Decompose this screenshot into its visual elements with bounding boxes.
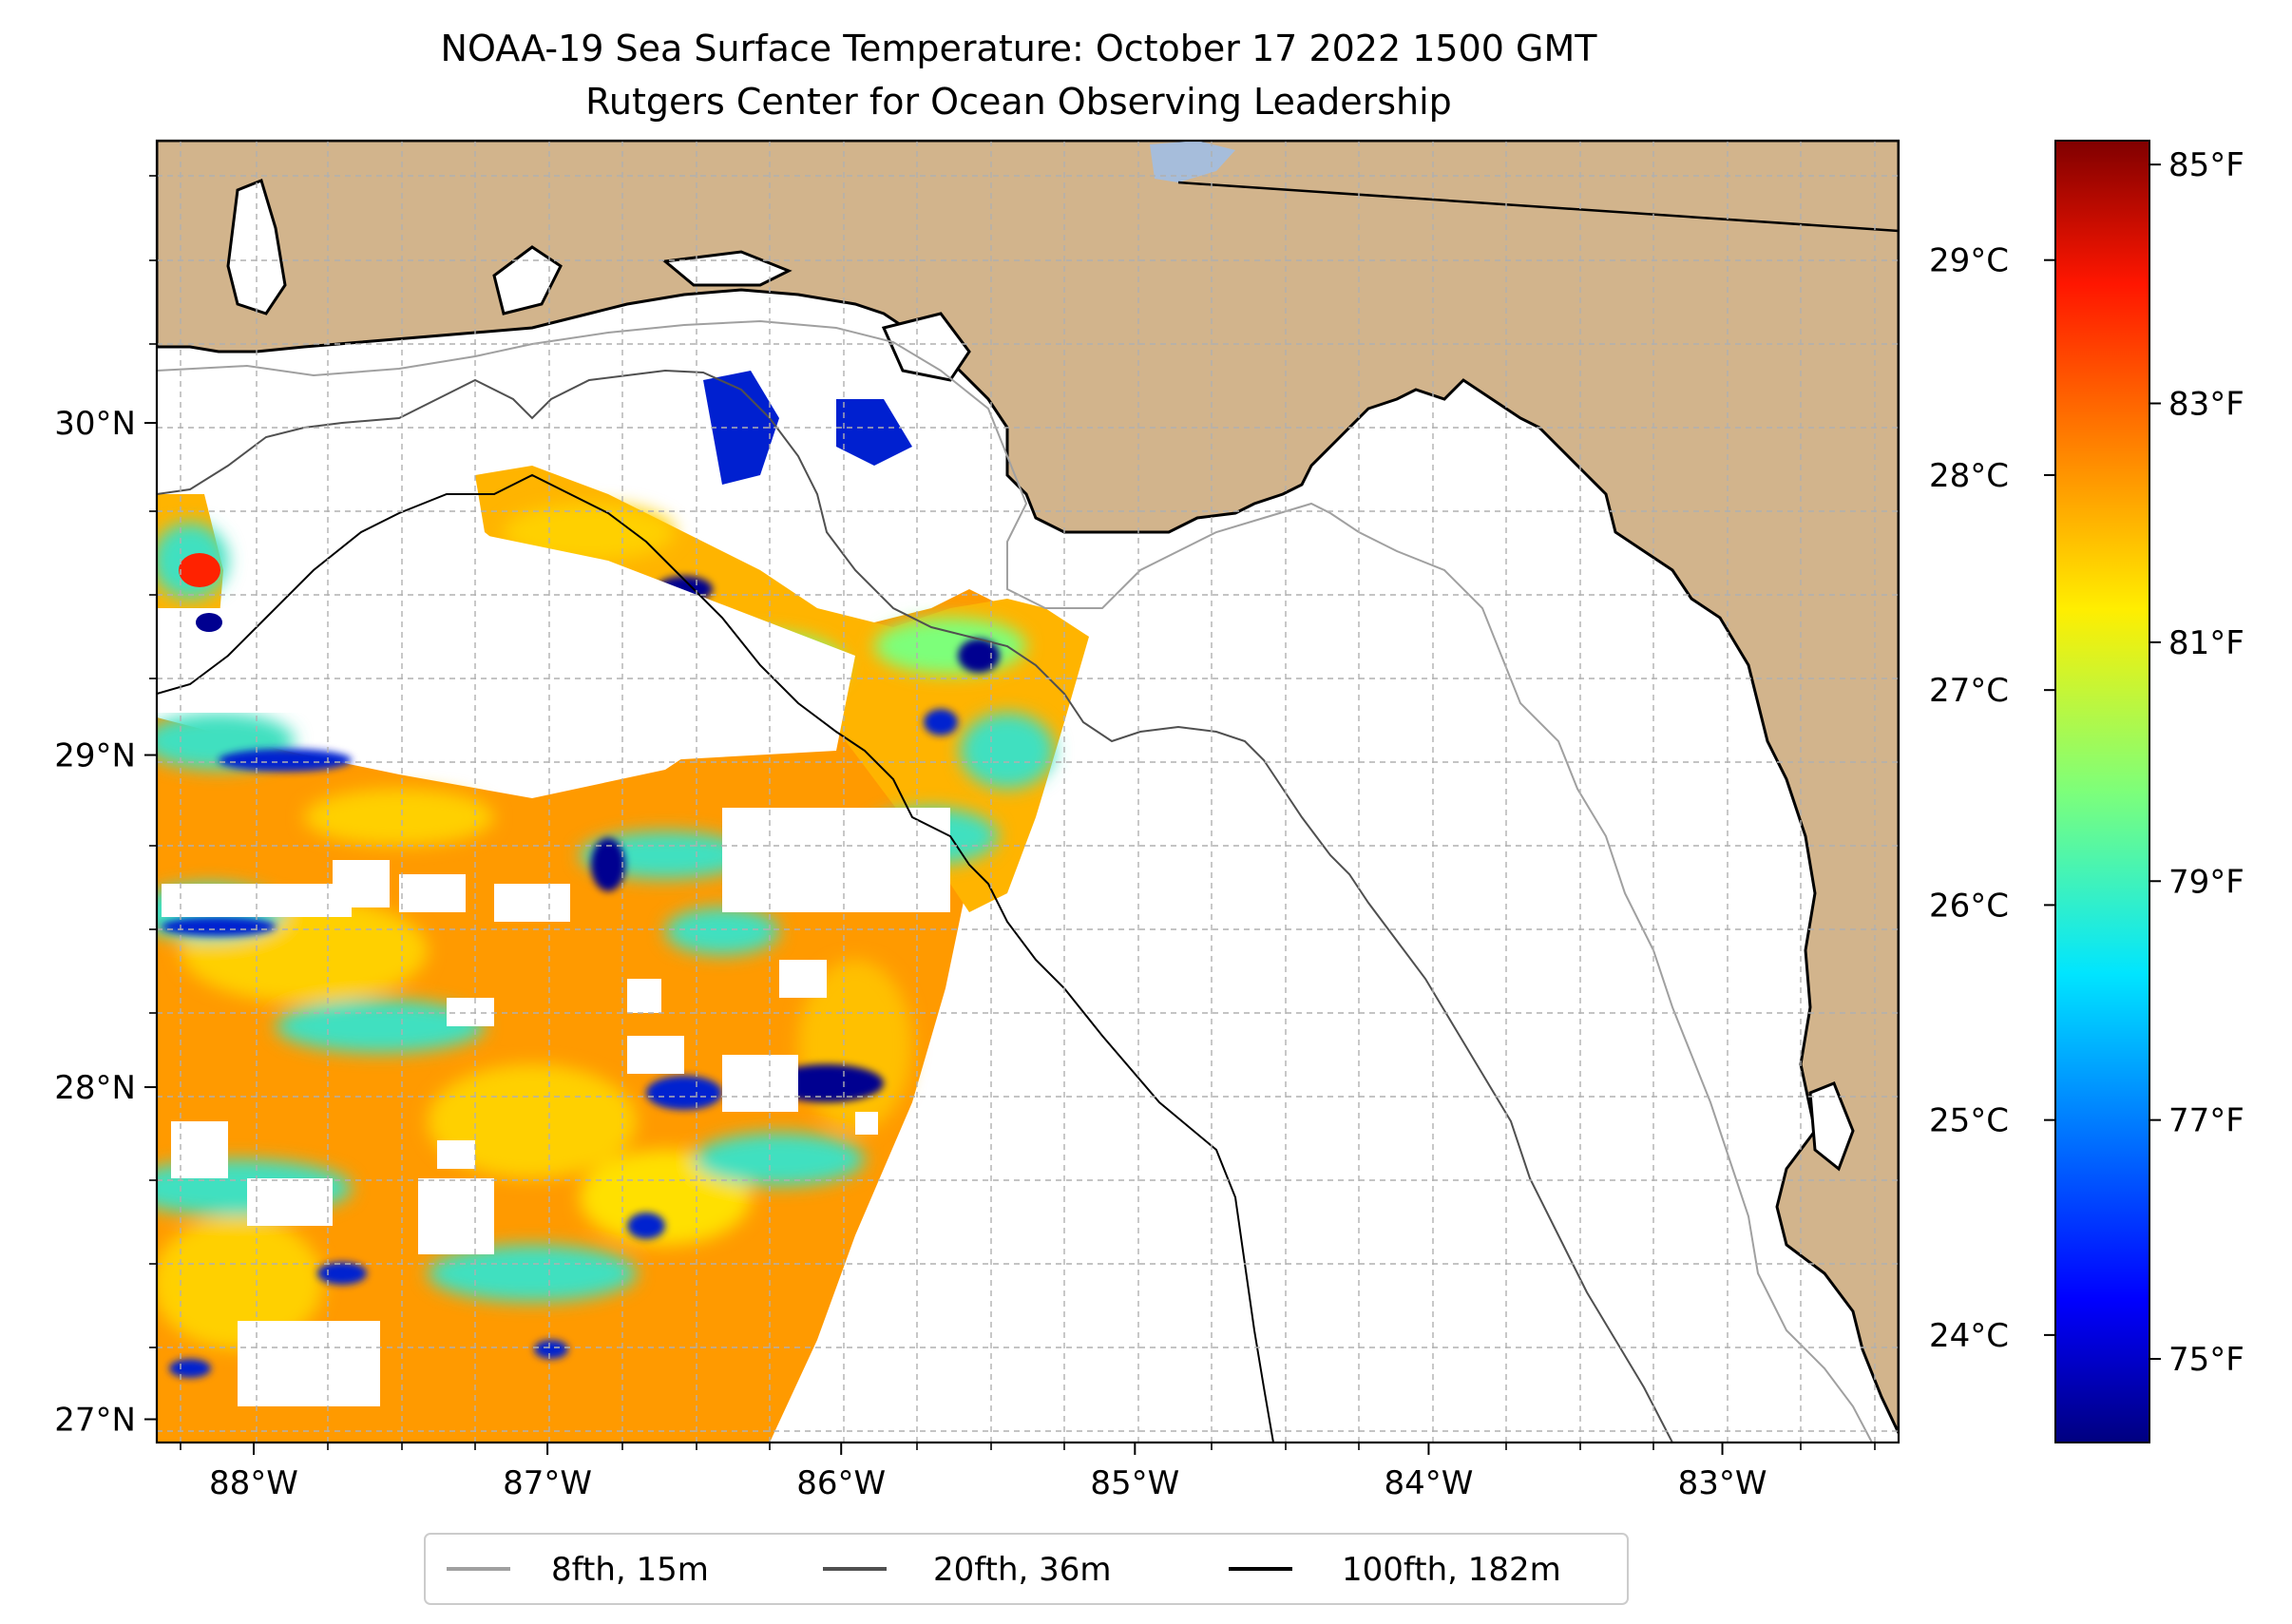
- land-tampa-bay: [1808, 1081, 1855, 1172]
- chart-title-line2: Rutgers Center for Ocean Observing Leade…: [585, 81, 1452, 123]
- x-tick-label: 84°W: [1384, 1464, 1473, 1502]
- y-tick-label: 30°N: [54, 405, 136, 443]
- map-gridlines: [157, 141, 1899, 1442]
- colorbar-gradient: [2054, 140, 2150, 1443]
- legend-label-100fth: 100fth, 182m: [1342, 1551, 1561, 1589]
- x-tick-label: 88°W: [209, 1464, 298, 1502]
- y-tick-label: 29°N: [54, 737, 136, 775]
- legend: 8fth, 15m 20fth, 36m 100fth, 182m: [424, 1533, 1629, 1605]
- colorbar-f-tick-label: 81°F: [2168, 624, 2244, 662]
- y-axis-ticks: 30°N 29°N 28°N 27°N: [54, 405, 157, 1440]
- legend-label-20fth: 20fth, 36m: [933, 1551, 1112, 1589]
- colorbar-c-tick-label: 26°C: [1929, 887, 2009, 925]
- colorbar: 29°C 28°C 27°C 26°C 25°C 24°C 85°F 83°F 81°F 79°…: [1929, 140, 2244, 1443]
- land-areas: [157, 141, 1899, 1434]
- lake-icon: [1150, 141, 1235, 182]
- x-axis-ticks: 88°W 87°W 86°W 85°W 84°W 83°W: [209, 1442, 1767, 1502]
- sst-northern-fragments: [179, 371, 912, 632]
- colorbar-f-tick-label: 79°F: [2168, 863, 2244, 901]
- land-pensacola-bay: [492, 245, 563, 315]
- colorbar-f-tick-label: 75°F: [2168, 1341, 2244, 1379]
- y-tick-label: 28°N: [54, 1069, 136, 1107]
- land-apalachicola-bay: [881, 312, 971, 382]
- legend-label-8fth: 8fth, 15m: [551, 1551, 709, 1589]
- isobath-20fth: [157, 369, 1673, 1442]
- colorbar-c-tick-label: 27°C: [1929, 672, 2009, 710]
- colorbar-celsius-ticks: 29°C 28°C 27°C 26°C 25°C 24°C: [1929, 242, 2055, 1355]
- colorbar-f-tick-label: 77°F: [2168, 1102, 2244, 1140]
- colorbar-c-tick-label: 25°C: [1929, 1102, 2009, 1140]
- x-tick-label: 87°W: [503, 1464, 592, 1502]
- legend-box: [424, 1533, 1629, 1605]
- colorbar-f-tick-label: 83°F: [2168, 386, 2244, 424]
- chart-title-line1: NOAA-19 Sea Surface Temperature: October…: [441, 28, 1598, 69]
- isobath-100fth: [157, 473, 1274, 1442]
- colorbar-c-tick-label: 28°C: [1929, 457, 2009, 495]
- sst-swath: [157, 238, 1089, 1442]
- colorbar-fahrenheit-ticks: 85°F 83°F 81°F 79°F 77°F 75°F: [2149, 146, 2244, 1379]
- colorbar-f-tick-label: 85°F: [2168, 146, 2244, 184]
- colorbar-c-tick-label: 24°C: [1929, 1317, 2009, 1355]
- map-panel: [157, 141, 1899, 1442]
- x-tick-label: 83°W: [1678, 1464, 1767, 1502]
- map-frame: [155, 139, 1900, 1444]
- state-border-line: [1177, 181, 1899, 233]
- y-tick-label: 27°N: [54, 1402, 136, 1440]
- x-tick-label: 85°W: [1090, 1464, 1179, 1502]
- axis-minor-ticks: [149, 175, 1876, 1450]
- x-tick-label: 86°W: [796, 1464, 886, 1502]
- colorbar-c-tick-label: 29°C: [1929, 242, 2009, 280]
